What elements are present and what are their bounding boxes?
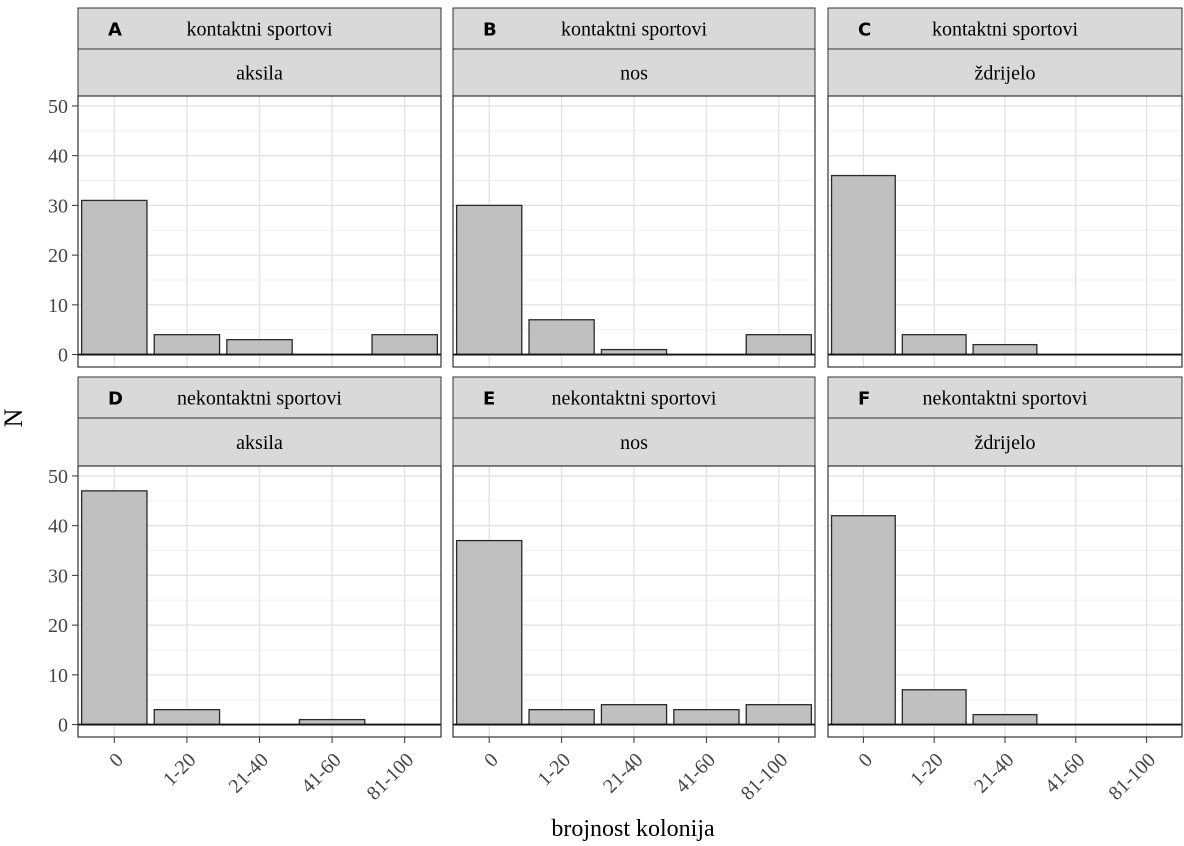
- y-tick-label: 30: [48, 195, 68, 217]
- strip-site: [827, 48, 1183, 97]
- strip-group: [452, 7, 816, 50]
- bar: [226, 339, 293, 356]
- bar: [528, 319, 595, 356]
- x-tick-label: 41-60: [1041, 749, 1090, 798]
- bar: [901, 334, 967, 356]
- bar: [972, 343, 1038, 356]
- panel-letter: A: [108, 20, 122, 41]
- bar: [901, 689, 967, 726]
- x-tick-label: 41-60: [671, 749, 720, 798]
- x-tick-label: 21-40: [599, 749, 648, 798]
- strip-site-label: nos: [620, 432, 648, 454]
- panel-border: [827, 95, 1183, 368]
- x-tick-label: 0: [480, 749, 503, 772]
- x-tick-label: 81-100: [737, 749, 793, 805]
- panel-letter: F: [858, 389, 870, 410]
- strip-site-label: ždrijelo: [974, 63, 1035, 85]
- x-tick-label: 21-40: [970, 749, 1019, 798]
- x-tick-label: 1-20: [159, 749, 200, 790]
- bar: [972, 713, 1038, 726]
- y-tick-label: 50: [48, 96, 68, 118]
- bar: [830, 174, 896, 356]
- strip-group: [827, 7, 1183, 50]
- x-tick-label: 81-100: [1105, 749, 1161, 805]
- strip-site: [77, 48, 442, 97]
- strip-site-label: aksila: [236, 63, 283, 85]
- bar: [600, 704, 668, 726]
- bar: [371, 334, 439, 356]
- x-tick-label: 81-100: [363, 749, 419, 805]
- strip-group-label: kontaktni sportovi: [932, 19, 1079, 41]
- bar: [80, 199, 148, 356]
- bar: [153, 334, 221, 356]
- bar: [745, 704, 813, 726]
- bar: [80, 490, 148, 726]
- bar: [673, 709, 740, 726]
- strip-group-label: kontaktni sportovi: [186, 19, 333, 41]
- y-tick-label: 30: [48, 565, 68, 587]
- strip-site: [452, 48, 816, 97]
- panel-letter: D: [108, 389, 123, 410]
- strip-group: [77, 376, 442, 419]
- panel-letter: E: [483, 389, 495, 410]
- strip-site: [77, 417, 442, 467]
- y-tick-label: 10: [48, 295, 68, 317]
- panel-border: [452, 95, 816, 368]
- y-tick-label: 40: [48, 146, 68, 168]
- y-tick-label: 20: [48, 615, 68, 637]
- strip-site-label: ždrijelo: [974, 432, 1035, 454]
- panel-border: [77, 95, 442, 368]
- strip-group: [452, 376, 816, 419]
- strip-site: [827, 417, 1183, 467]
- bar: [745, 334, 813, 356]
- x-tick-label: 1-20: [906, 749, 947, 790]
- x-tick-label: 0: [854, 749, 877, 772]
- y-tick-label: 20: [48, 245, 68, 267]
- strip-site-label: nos: [620, 63, 648, 85]
- x-tick-label: 0: [105, 749, 128, 772]
- strip-site-label: aksila: [236, 432, 283, 454]
- y-tick-label: 50: [48, 466, 68, 488]
- y-tick-label: 40: [48, 516, 68, 538]
- panel-letter: C: [858, 20, 871, 41]
- x-tick-label: 21-40: [224, 749, 273, 798]
- x-axis-label: brojnost kolonija: [551, 816, 715, 842]
- bar: [455, 204, 523, 356]
- y-tick-label: 0: [58, 345, 68, 367]
- panel-letter: B: [483, 20, 497, 41]
- bar: [528, 709, 595, 726]
- strip-group-label: nekontaktni sportovi: [177, 388, 342, 410]
- strip-group-label: nekontaktni sportovi: [923, 388, 1088, 410]
- bar: [830, 515, 896, 726]
- bar: [455, 539, 523, 726]
- y-tick-label: 0: [58, 715, 68, 737]
- strip-site: [452, 417, 816, 467]
- x-tick-label: 1-20: [534, 749, 575, 790]
- y-axis-label: N: [0, 408, 28, 427]
- bar: [153, 709, 221, 726]
- strip-group-label: kontaktni sportovi: [561, 19, 708, 41]
- strip-group: [77, 7, 442, 50]
- y-tick-label: 10: [48, 665, 68, 687]
- strip-group-label: nekontaktni sportovi: [552, 388, 717, 410]
- strip-group: [827, 376, 1183, 419]
- x-tick-label: 41-60: [297, 749, 346, 798]
